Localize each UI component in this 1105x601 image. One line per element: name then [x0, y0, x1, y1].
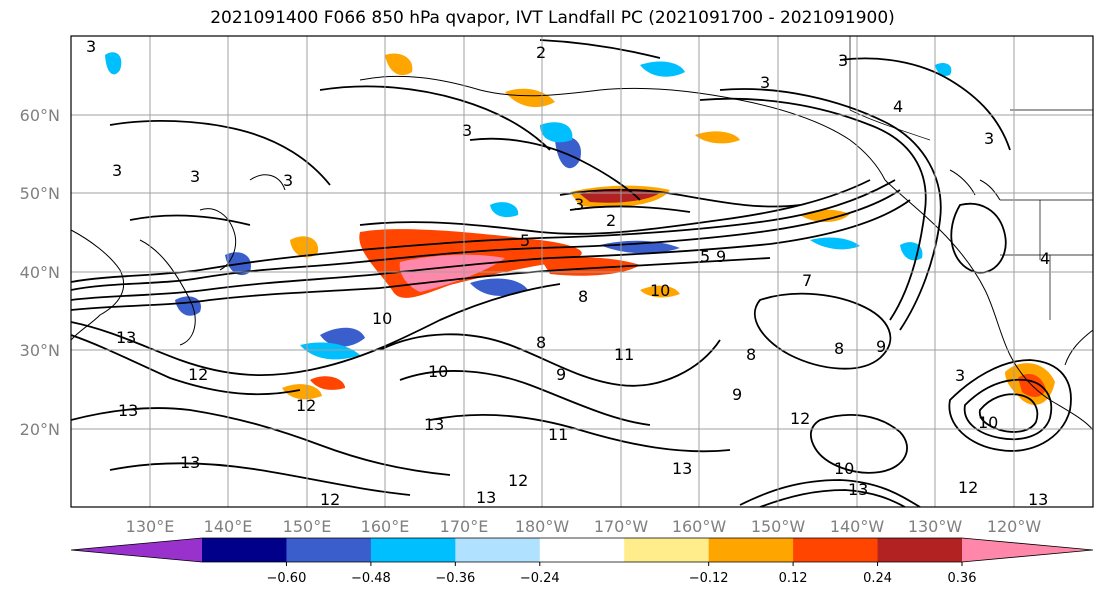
contour-label: 3 — [86, 37, 96, 56]
contour-label: 3 — [955, 366, 965, 385]
colorbar-cell — [539, 538, 625, 562]
contour-label: 11 — [548, 425, 568, 444]
contour-label: 4 — [1040, 249, 1050, 268]
lon-label: 160°E — [361, 517, 410, 536]
colorbar-outline — [70, 537, 1094, 563]
colorbar-tick-label: 0.12 — [779, 571, 808, 586]
contour-label: 10 — [372, 309, 392, 328]
lon-label: 130°E — [126, 517, 175, 536]
colorbar-tick-label: −0.60 — [267, 571, 307, 586]
contour-label: 3 — [760, 73, 770, 92]
contour-label: 12 — [188, 365, 208, 384]
contour-label: 5 — [520, 231, 530, 250]
colorbar-tick-label: −0.12 — [689, 571, 729, 586]
ivt-contour-layer — [71, 39, 1072, 507]
contour-label: 8 — [536, 333, 546, 352]
contour-label: 13 — [116, 328, 136, 347]
colorbar: −0.60 −0.48 −0.36 −0.24 −0.12 0.12 0.24 0.36 — [70, 537, 1094, 586]
lon-label: 150°E — [283, 517, 332, 536]
contour-label: 10 — [428, 362, 448, 381]
colorbar-tick-label: −0.24 — [520, 571, 560, 586]
colorbar-tick-label: 0.36 — [948, 571, 977, 586]
contour-label: 3 — [462, 121, 472, 140]
gridline-layer — [71, 36, 1093, 507]
lat-label: 50°N — [20, 184, 60, 203]
contour-label: 13 — [1028, 490, 1048, 509]
lon-label: 140°W — [830, 517, 885, 536]
latitude-labels: 60°N 50°N 40°N 30°N 20°N — [20, 106, 60, 439]
contour-label: 8 — [746, 345, 756, 364]
contour-label: 12 — [508, 471, 528, 490]
contour-label: 12 — [958, 478, 978, 497]
map-title: 2021091400 F066 850 hPa qvapor, IVT Land… — [210, 8, 895, 28]
colorbar-ticks: −0.60 −0.48 −0.36 −0.24 −0.12 0.12 0.24 0.36 — [267, 562, 977, 586]
contour-label: 5 — [700, 247, 710, 266]
border-layer — [849, 36, 1093, 320]
lon-label: 150°W — [751, 517, 806, 536]
lon-label: 120°W — [987, 517, 1042, 536]
colorbar-extend-high — [962, 538, 1093, 562]
lon-label: 170°W — [594, 517, 649, 536]
contour-label: 11 — [614, 345, 634, 364]
colorbar-tick-label: 0.24 — [863, 571, 892, 586]
contour-label: 9 — [732, 385, 742, 404]
lon-label: 160°W — [672, 517, 727, 536]
contour-label: 12 — [790, 409, 810, 428]
contour-label: 12 — [296, 396, 316, 415]
colorbar-cell — [877, 538, 963, 562]
contour-label: 9 — [556, 365, 566, 384]
contour-label: 13 — [424, 415, 444, 434]
colorbar-cell — [455, 538, 541, 562]
contour-label: 13 — [848, 480, 868, 499]
contour-label: 13 — [476, 488, 496, 507]
contour-label-layer: 3 2 3 3 3 3 3 3 2 5 3 5 4 9 8 10 8 7 13 … — [86, 37, 1050, 509]
colorbar-cell — [624, 538, 710, 562]
map-content: 3 2 3 3 3 3 3 3 2 5 3 5 4 9 8 10 8 7 13 … — [71, 36, 1093, 509]
colorbar-tick-label: −0.48 — [351, 571, 391, 586]
colorbar-tick-label: −0.36 — [435, 571, 475, 586]
lat-label: 20°N — [20, 420, 60, 439]
contour-label: 7 — [802, 271, 812, 290]
lat-label: 60°N — [20, 106, 60, 125]
contour-label: 2 — [536, 43, 546, 62]
lon-label: 170°E — [440, 517, 489, 536]
lon-label: 180°W — [515, 517, 570, 536]
contour-label: 10 — [978, 413, 998, 432]
contour-label: 9 — [876, 337, 886, 356]
contour-label: 13 — [118, 401, 138, 420]
colorbar-cell — [370, 538, 456, 562]
contour-label: 2 — [606, 211, 616, 230]
contour-label: 3 — [838, 51, 848, 70]
colorbar-cells — [71, 538, 1093, 562]
longitude-labels: 130°E 140°E 150°E 160°E 170°E 180°W 170°… — [126, 517, 1042, 536]
colorbar-cell — [793, 538, 879, 562]
lat-label: 30°N — [20, 341, 60, 360]
contour-label: 4 — [893, 97, 903, 116]
contour-label: 13 — [672, 459, 692, 478]
contour-label: 12 — [320, 490, 340, 509]
contour-label: 3 — [283, 171, 293, 190]
colorbar-cell — [708, 538, 794, 562]
colorbar-extend-low — [71, 538, 202, 562]
contour-label: 3 — [112, 161, 122, 180]
lon-label: 130°W — [908, 517, 963, 536]
lat-label: 40°N — [20, 263, 60, 282]
colorbar-cell — [286, 538, 372, 562]
lon-label: 140°E — [204, 517, 253, 536]
colorbar-cell — [202, 538, 287, 562]
coastline-layer — [71, 75, 1093, 431]
contour-label: 3 — [190, 167, 200, 186]
map-frame — [70, 35, 1094, 508]
contour-label: 13 — [180, 453, 200, 472]
contour-label: 8 — [834, 339, 844, 358]
contour-label: 8 — [578, 287, 588, 306]
contour-label: 3 — [574, 195, 584, 214]
contour-label: 3 — [984, 129, 994, 148]
contour-label: 9 — [716, 247, 726, 266]
contour-label: 10 — [834, 459, 854, 478]
contour-label: 10 — [650, 281, 670, 300]
